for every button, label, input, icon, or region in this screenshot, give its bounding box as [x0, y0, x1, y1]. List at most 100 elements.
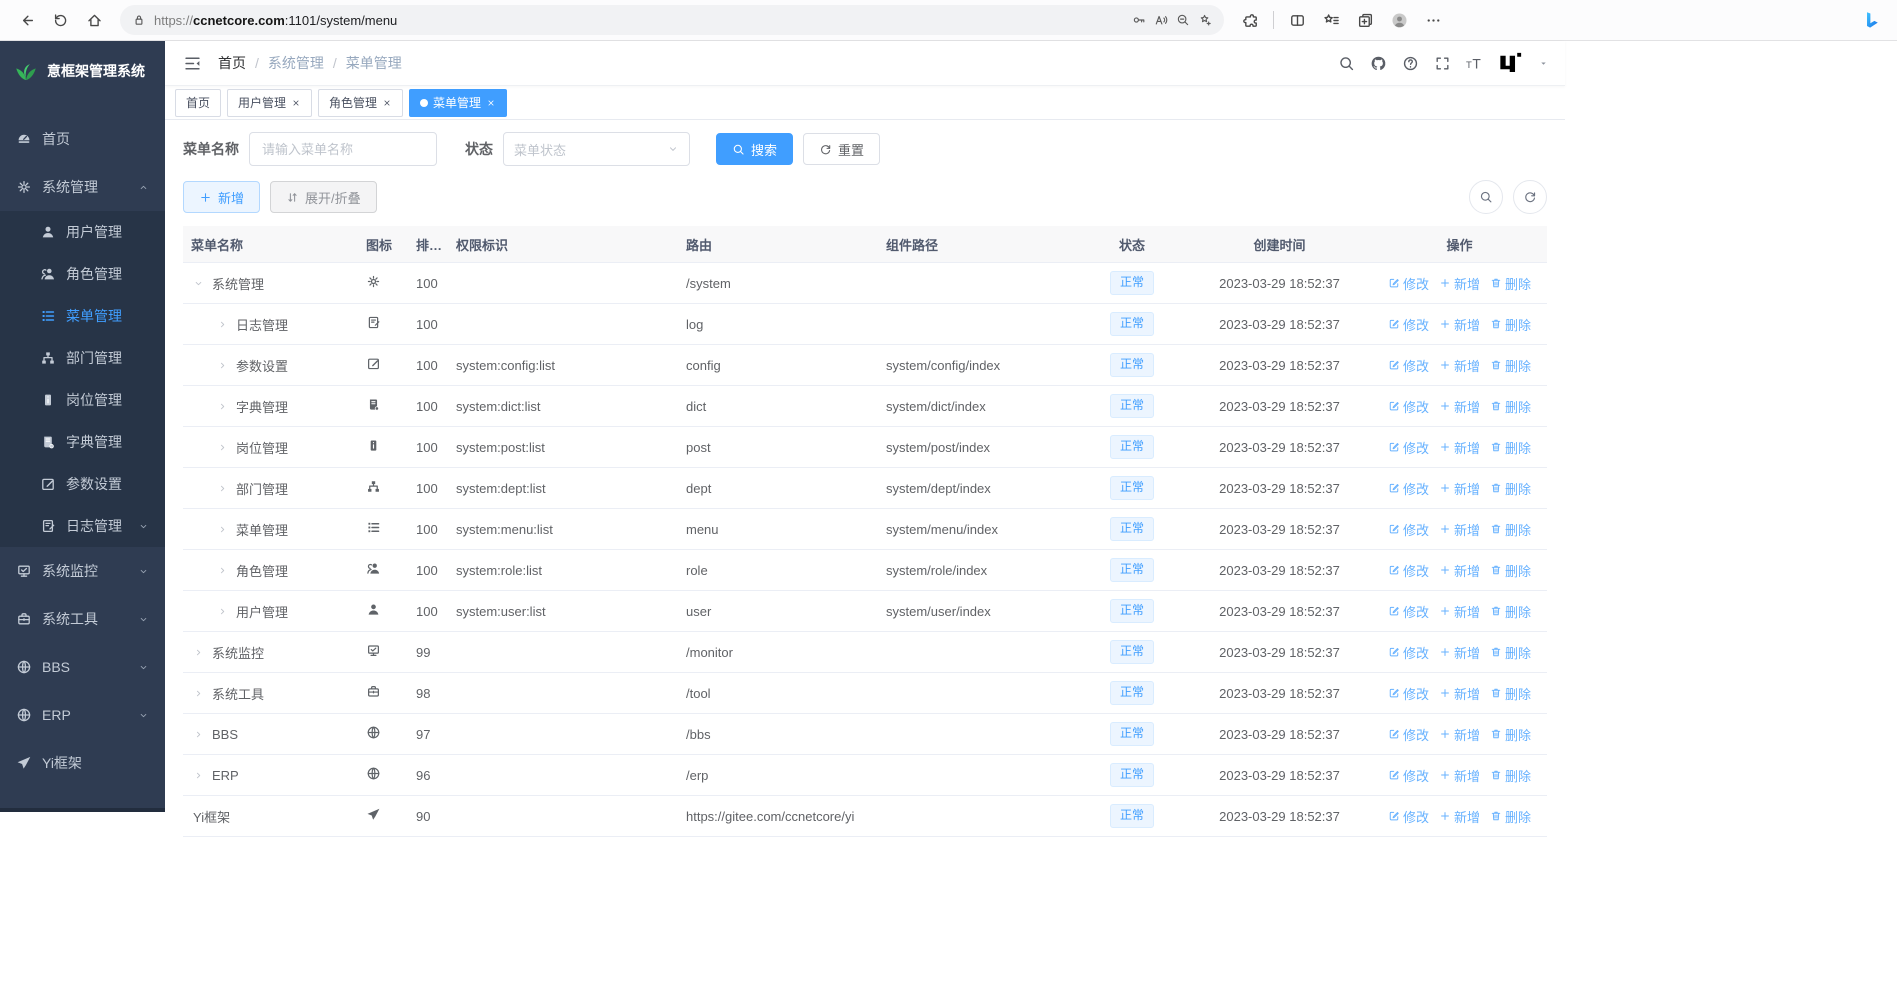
sidebar-item-system[interactable]: 系统管理 — [0, 163, 165, 211]
extensions-icon[interactable] — [1234, 4, 1266, 36]
sidebar-item-config[interactable]: 参数设置 — [0, 463, 165, 505]
action-add[interactable]: 新增 — [1439, 356, 1480, 375]
browser-address-bar[interactable]: https://ccnetcore.com:1101/system/menu — [120, 5, 1224, 35]
action-delete[interactable]: 删除 — [1490, 684, 1531, 703]
zoom-out-icon[interactable] — [1176, 13, 1190, 27]
action-add[interactable]: 新增 — [1439, 479, 1480, 498]
row-expand-icon[interactable] — [193, 729, 206, 740]
action-edit[interactable]: 修改 — [1388, 725, 1429, 744]
sidebar-item-dept[interactable]: 部门管理 — [0, 337, 165, 379]
action-edit[interactable]: 修改 — [1388, 602, 1429, 621]
tab-home[interactable]: 首页 — [175, 88, 222, 117]
avatar-caret-down-icon[interactable] — [1538, 58, 1549, 69]
row-expand-icon[interactable] — [217, 442, 230, 453]
action-add[interactable]: 新增 — [1439, 766, 1480, 785]
sidebar-collapse-icon[interactable] — [181, 52, 204, 75]
action-add[interactable]: 新增 — [1439, 684, 1480, 703]
status-select[interactable]: 菜单状态 — [503, 132, 690, 166]
action-edit[interactable]: 修改 — [1388, 479, 1429, 498]
row-expand-icon[interactable] — [217, 319, 230, 330]
sidebar-item-erp[interactable]: ERP — [0, 691, 165, 739]
action-edit[interactable]: 修改 — [1388, 561, 1429, 580]
action-add[interactable]: 新增 — [1439, 397, 1480, 416]
tab-close-icon[interactable] — [382, 98, 392, 108]
action-delete[interactable]: 删除 — [1490, 643, 1531, 662]
action-edit[interactable]: 修改 — [1388, 274, 1429, 293]
action-delete[interactable]: 删除 — [1490, 807, 1531, 826]
action-add[interactable]: 新增 — [1439, 807, 1480, 826]
menu-name-input[interactable] — [249, 132, 437, 166]
action-add[interactable]: 新增 — [1439, 602, 1480, 621]
refresh-table-button[interactable] — [1513, 180, 1547, 214]
user-logo-avatar[interactable] — [1498, 51, 1523, 76]
action-delete[interactable]: 删除 — [1490, 766, 1531, 785]
profile-avatar[interactable] — [1383, 4, 1415, 36]
row-expand-icon[interactable] — [193, 688, 206, 699]
sidebar-item-user[interactable]: 用户管理 — [0, 211, 165, 253]
header-search-icon[interactable] — [1338, 55, 1355, 72]
action-add[interactable]: 新增 — [1439, 315, 1480, 334]
row-expand-icon[interactable] — [217, 360, 230, 371]
sidebar-item-log[interactable]: 日志管理 — [0, 505, 165, 547]
row-expand-icon[interactable] — [217, 565, 230, 576]
tab-user[interactable]: 用户管理 — [227, 88, 313, 117]
tab-role[interactable]: 角色管理 — [318, 88, 404, 117]
action-delete[interactable]: 删除 — [1490, 520, 1531, 539]
action-delete[interactable]: 删除 — [1490, 356, 1531, 375]
lock-icon[interactable] — [132, 13, 146, 27]
reset-button[interactable]: 重置 — [803, 133, 881, 165]
action-edit[interactable]: 修改 — [1388, 356, 1429, 375]
fullscreen-icon[interactable] — [1434, 55, 1451, 72]
sidebar-item-tool[interactable]: 系统工具 — [0, 595, 165, 643]
action-add[interactable]: 新增 — [1439, 520, 1480, 539]
action-delete[interactable]: 删除 — [1490, 315, 1531, 334]
action-edit[interactable]: 修改 — [1388, 438, 1429, 457]
row-expand-icon[interactable] — [217, 483, 230, 494]
action-edit[interactable]: 修改 — [1388, 684, 1429, 703]
action-delete[interactable]: 删除 — [1490, 561, 1531, 580]
browser-refresh-button[interactable] — [44, 4, 76, 36]
row-collapse-icon[interactable] — [193, 278, 206, 289]
action-edit[interactable]: 修改 — [1388, 397, 1429, 416]
help-icon[interactable] — [1402, 55, 1419, 72]
row-expand-icon[interactable] — [217, 524, 230, 535]
sidebar-item-post[interactable]: 岗位管理 — [0, 379, 165, 421]
action-delete[interactable]: 删除 — [1490, 479, 1531, 498]
action-edit[interactable]: 修改 — [1388, 315, 1429, 334]
bing-copilot-icon[interactable] — [1855, 4, 1887, 36]
action-edit[interactable]: 修改 — [1388, 807, 1429, 826]
row-expand-icon[interactable] — [193, 770, 206, 781]
add-button[interactable]: 新增 — [183, 181, 261, 213]
favorites-icon[interactable] — [1315, 4, 1347, 36]
action-delete[interactable]: 删除 — [1490, 274, 1531, 293]
search-button[interactable]: 搜索 — [716, 133, 794, 165]
sidebar-item-monitor[interactable]: 系统监控 — [0, 547, 165, 595]
browser-back-button[interactable] — [10, 4, 42, 36]
row-expand-icon[interactable] — [217, 401, 230, 412]
action-add[interactable]: 新增 — [1439, 274, 1480, 293]
action-delete[interactable]: 删除 — [1490, 602, 1531, 621]
show-search-button[interactable] — [1469, 180, 1503, 214]
action-add[interactable]: 新增 — [1439, 561, 1480, 580]
split-screen-icon[interactable] — [1281, 4, 1313, 36]
row-expand-icon[interactable] — [193, 647, 206, 658]
breadcrumb-home[interactable]: 首页 — [218, 55, 246, 71]
sidebar-item-yi[interactable]: Yi框架 — [0, 739, 165, 787]
sidebar-item-home[interactable]: 首页 — [0, 115, 165, 163]
sidebar-item-bbs[interactable]: BBS — [0, 643, 165, 691]
settings-more-icon[interactable] — [1417, 4, 1449, 36]
action-add[interactable]: 新增 — [1439, 643, 1480, 662]
action-delete[interactable]: 删除 — [1490, 397, 1531, 416]
sidebar-item-menu[interactable]: 菜单管理 — [0, 295, 165, 337]
action-edit[interactable]: 修改 — [1388, 766, 1429, 785]
browser-home-button[interactable] — [78, 4, 110, 36]
password-key-icon[interactable] — [1132, 13, 1146, 27]
sidebar-item-role[interactable]: 角色管理 — [0, 253, 165, 295]
expand-collapse-button[interactable]: 展开/折叠 — [270, 181, 377, 213]
tab-close-icon[interactable] — [486, 98, 496, 108]
action-add[interactable]: 新增 — [1439, 438, 1480, 457]
github-icon[interactable] — [1370, 55, 1387, 72]
action-delete[interactable]: 删除 — [1490, 438, 1531, 457]
tab-close-icon[interactable] — [291, 98, 301, 108]
